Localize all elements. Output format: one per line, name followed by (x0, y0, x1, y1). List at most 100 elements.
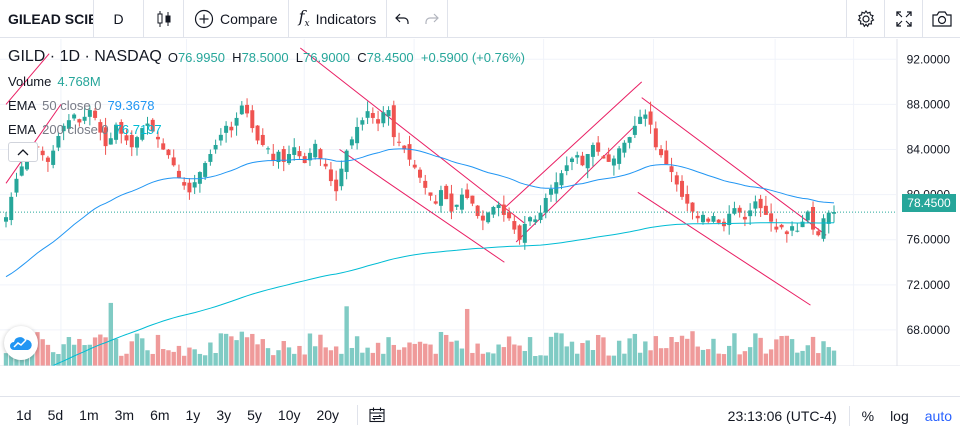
volume-bar (711, 338, 716, 366)
volume-bar (396, 349, 402, 366)
volume-bar (171, 351, 176, 366)
volume-bar (244, 337, 250, 366)
volume-bar (616, 340, 622, 366)
volume-bar (192, 349, 197, 366)
range-5d[interactable]: 5d (47, 407, 64, 423)
redo-button[interactable] (417, 0, 449, 38)
volume-bar (433, 353, 438, 366)
range-1y[interactable]: 1y (185, 407, 201, 423)
legend-ema200-row[interactable]: EMA 200 close 0 76.7197 (8, 117, 525, 141)
volume-bar (333, 346, 339, 366)
candle-body (596, 142, 601, 152)
volume-bar (706, 349, 711, 366)
candle-body (480, 215, 485, 221)
clock-display[interactable]: 23:13:06 (UTC-4) (727, 407, 837, 424)
volume-bar (533, 355, 538, 366)
snapshot-button[interactable] (922, 0, 960, 38)
compare-button[interactable]: Compare (184, 0, 289, 38)
range-6m[interactable]: 6m (150, 407, 170, 423)
volume-bar (747, 347, 753, 366)
candle-body (40, 150, 45, 156)
candle-body (564, 165, 569, 172)
volume-bar (370, 352, 376, 366)
volume-bar (354, 336, 360, 366)
candle-body (664, 150, 669, 165)
volume-bar (255, 344, 260, 366)
candle-body (700, 214, 705, 223)
log-scale-button[interactable]: log (890, 407, 909, 424)
legend-volume-row[interactable]: Volume 4.768M (8, 69, 525, 93)
volume-bar (113, 338, 119, 366)
range-3m[interactable]: 3m (114, 407, 135, 423)
range-3y[interactable]: 3y (216, 407, 232, 423)
candle-body (328, 169, 333, 182)
volume-bar (522, 350, 528, 366)
fullscreen-button[interactable] (884, 0, 922, 38)
channel-line (504, 81, 643, 209)
auto-scale-button[interactable]: auto (924, 407, 952, 424)
volume-bar (606, 355, 611, 366)
low-value: 76.9000 (303, 49, 351, 65)
candle-body (454, 204, 459, 207)
indicators-button[interactable]: fx Indicators (289, 0, 388, 38)
volume-bar (108, 302, 114, 366)
fullscreen-icon (895, 11, 912, 27)
volume-bar (77, 338, 82, 366)
volume-bar (365, 347, 370, 366)
undo-button[interactable] (387, 0, 417, 38)
volume-bar (223, 333, 229, 366)
ema200-params: 200 close 0 (42, 121, 109, 137)
volume-bar (50, 352, 56, 366)
volume-bar (339, 353, 344, 366)
candle-body (19, 166, 24, 176)
volume-bar (695, 346, 700, 366)
volume-bar (202, 355, 208, 366)
candle-body (659, 149, 664, 156)
settings-button[interactable] (846, 0, 884, 38)
volume-bar (276, 350, 281, 366)
interval-button[interactable]: D (94, 0, 144, 38)
volume-bar (690, 331, 695, 366)
candle-body (260, 134, 265, 145)
range-1d[interactable]: 1d (16, 407, 32, 423)
percent-scale-button[interactable]: % (861, 407, 875, 424)
candle-body (632, 125, 637, 135)
candle-body (360, 120, 365, 125)
legend-ema50-row[interactable]: EMA 50 close 0 79.3678 (8, 93, 525, 117)
candle-body (727, 213, 732, 226)
bottom-toolbar: 1d 5d 1m 3m 6m 1y 3y 5y 10y 20y 23:13:06… (0, 396, 960, 433)
symbol-search[interactable]: GILEAD SCIE (0, 0, 94, 38)
chart-style-button[interactable] (144, 0, 184, 38)
volume-bar (103, 337, 108, 366)
go-to-date-button[interactable] (368, 406, 386, 424)
range-20y[interactable]: 20y (316, 407, 340, 423)
candle-body (402, 145, 407, 150)
channel-line (5, 53, 50, 105)
range-5y[interactable]: 5y (247, 407, 262, 423)
volume-bar (459, 348, 465, 366)
legend-title[interactable]: GILD · 1D · NASDAQ (8, 48, 162, 65)
candle-body (114, 124, 119, 140)
volume-bar (375, 342, 381, 366)
legend-collapse-button[interactable] (8, 142, 38, 162)
volume-bar (810, 336, 816, 366)
candle-body (213, 144, 218, 150)
volume-bar (700, 349, 706, 366)
candle-body (161, 143, 166, 150)
volume-bar (45, 344, 51, 366)
volume-bar (758, 337, 763, 366)
volume-bar (501, 347, 507, 366)
range-10y[interactable]: 10y (277, 407, 301, 423)
tradingview-logo[interactable] (4, 326, 38, 360)
volume-bar (265, 348, 271, 366)
candle-body (171, 157, 176, 166)
range-1m[interactable]: 1m (79, 407, 99, 423)
price-chart[interactable]: 92.000088.000084.000080.000076.000072.00… (0, 39, 960, 366)
volume-bar (480, 353, 486, 366)
volume-bar (312, 346, 318, 366)
volume-bar (87, 344, 93, 366)
candle-body (334, 179, 339, 192)
candle-body (98, 122, 103, 133)
candle-body (774, 226, 779, 230)
channel-line (300, 47, 525, 224)
